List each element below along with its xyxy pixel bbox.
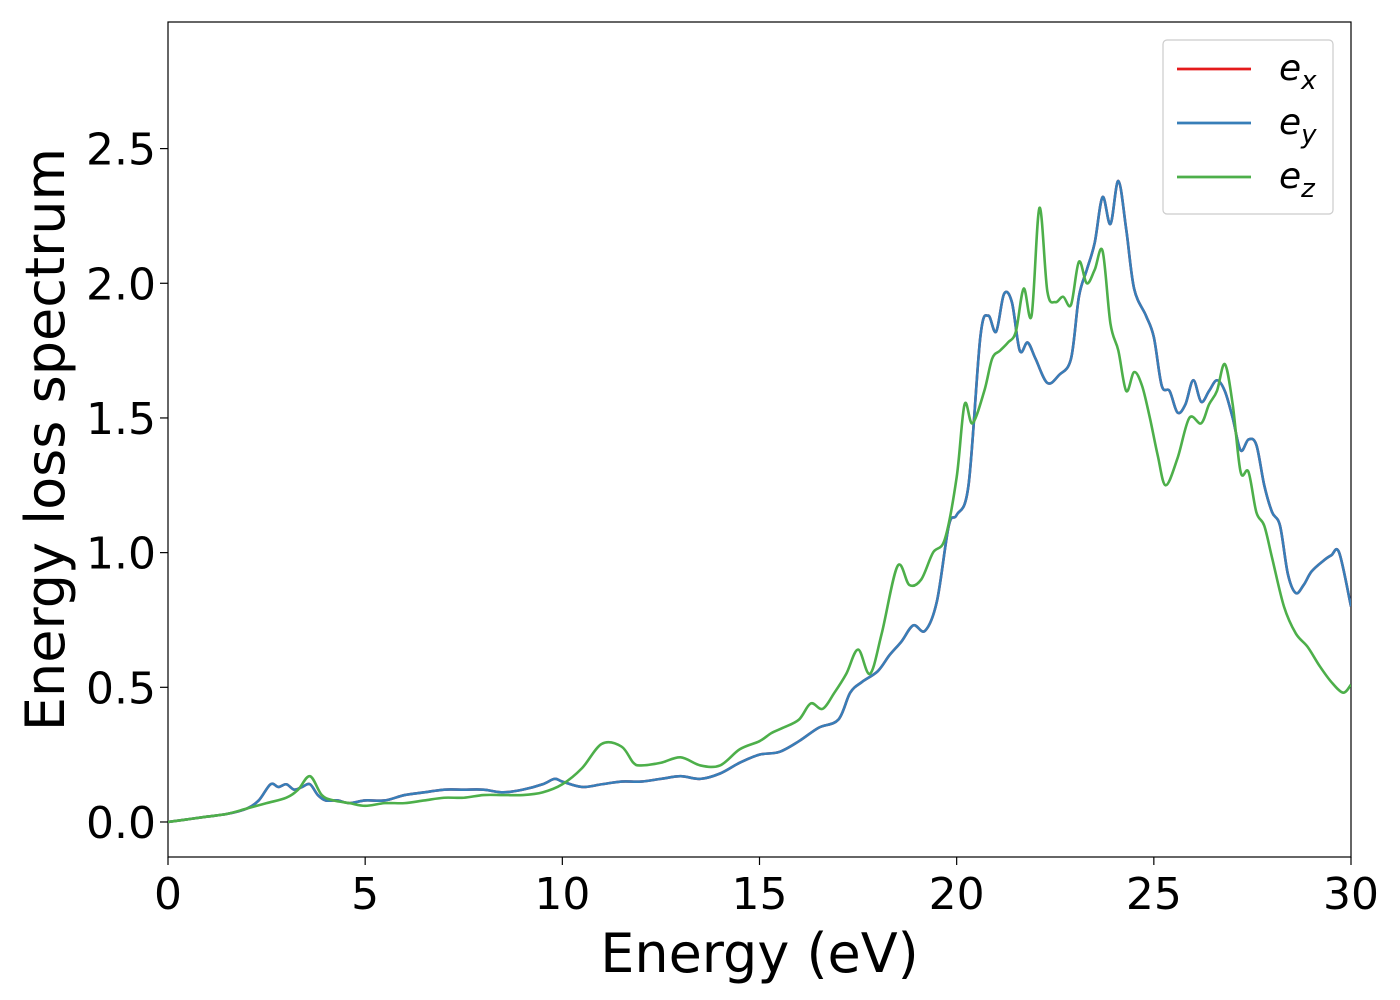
y-axis: 0.0 0.5 1.0 1.5 2.0 2.5 (86, 125, 168, 849)
legend-entry-z: ez (1177, 156, 1316, 204)
x-tick-label: 10 (534, 869, 590, 920)
y-axis-label: Energy loss spectrum (14, 148, 77, 731)
legend: ex ey ez (1162, 39, 1334, 215)
x-tick-label: 0 (154, 869, 182, 920)
legend-label: ey (1279, 102, 1317, 150)
legend-label: ex (1279, 48, 1317, 96)
legend-entry-y: ey (1177, 102, 1317, 150)
y-tick-label: 0.5 (86, 663, 156, 714)
series-line-y (168, 179, 1351, 824)
y-tick-label: 0.0 (86, 798, 156, 849)
y-tick-label: 2.5 (86, 125, 156, 176)
legend-entry-x: ex (1177, 48, 1317, 96)
x-tick-label: 25 (1126, 869, 1182, 920)
y-tick-label: 1.0 (86, 529, 156, 580)
series-layer (168, 179, 1351, 824)
legend-entries: ex ey ez (1177, 48, 1317, 204)
x-axis-label: Energy (eV) (600, 922, 919, 985)
series-line-z (168, 206, 1351, 824)
legend-box (1162, 39, 1334, 215)
plot-area (167, 21, 1352, 858)
x-axis: 0 5 10 15 20 25 30 (154, 857, 1379, 920)
x-tick-label: 15 (732, 869, 788, 920)
x-tick-label: 30 (1323, 869, 1379, 920)
x-tick-label: 5 (351, 869, 379, 920)
legend-label: ez (1279, 156, 1316, 204)
x-tick-label: 20 (929, 869, 985, 920)
y-tick-label: 2.0 (86, 259, 156, 310)
y-tick-label: 1.5 (86, 394, 156, 445)
